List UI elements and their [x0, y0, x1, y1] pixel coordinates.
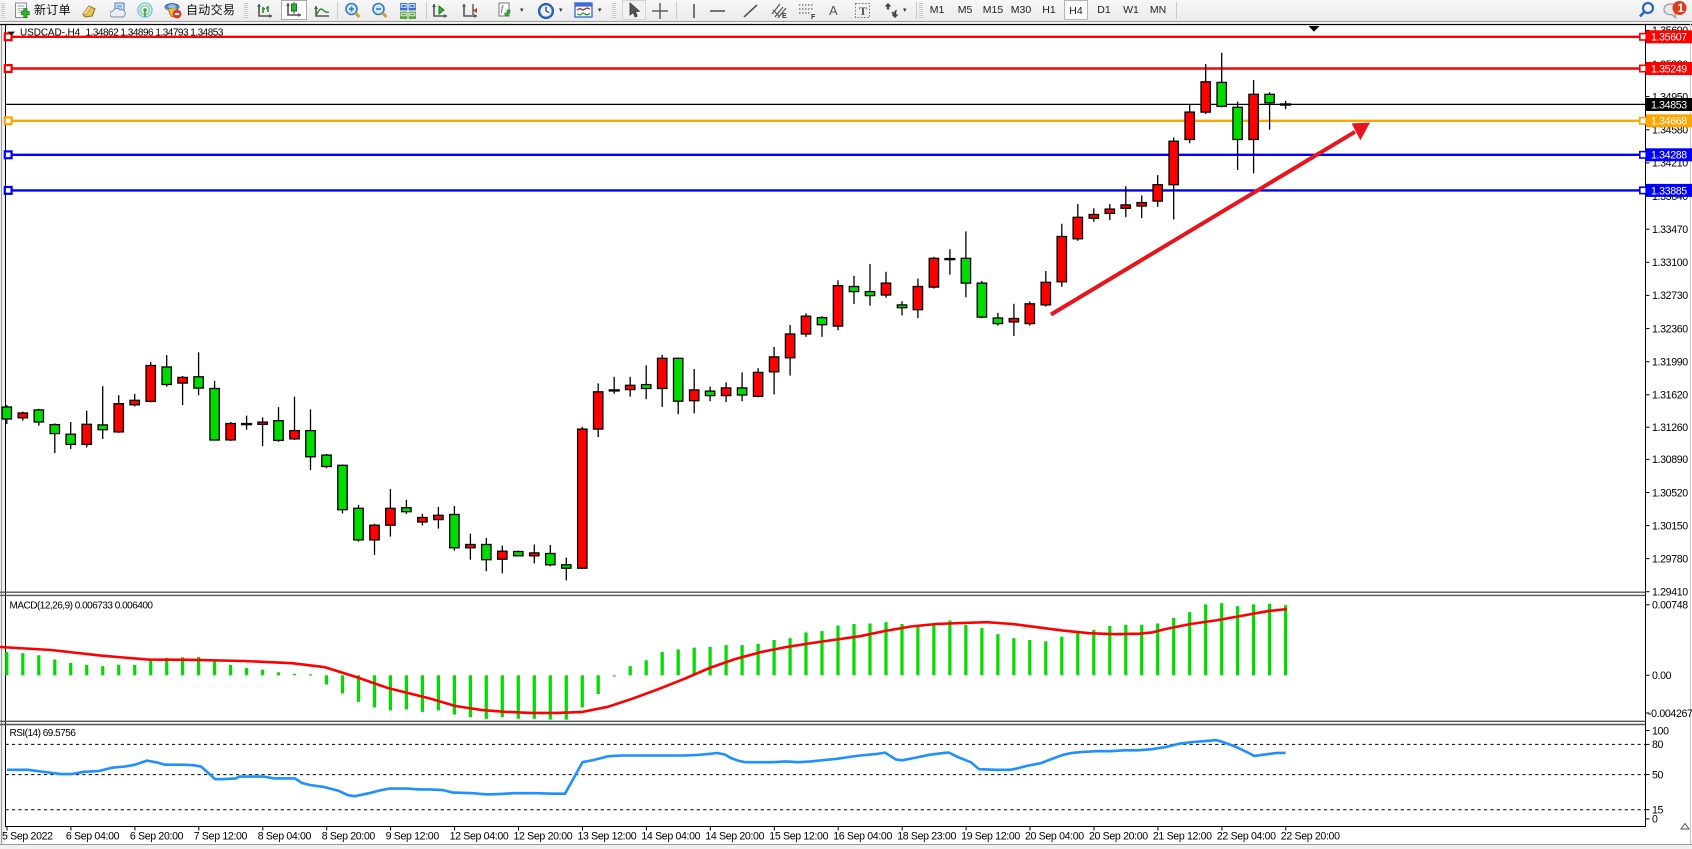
- svg-text:15 Sep 12:00: 15 Sep 12:00: [769, 831, 828, 843]
- svg-text:1: 1: [1677, 1, 1684, 15]
- svg-text:1.35607: 1.35607: [1651, 32, 1687, 44]
- svg-text:0.00: 0.00: [1652, 670, 1672, 682]
- svg-text:14 Sep 04:00: 14 Sep 04:00: [641, 831, 700, 843]
- svg-text:14 Sep 20:00: 14 Sep 20:00: [705, 831, 764, 843]
- svg-text:1.34853: 1.34853: [1651, 99, 1687, 111]
- svg-text:50: 50: [1652, 769, 1664, 781]
- svg-text:1.34580: 1.34580: [1652, 125, 1688, 137]
- svg-text:100: 100: [1652, 725, 1669, 737]
- svg-text:1.34668: 1.34668: [1651, 116, 1687, 128]
- svg-text:80: 80: [1652, 739, 1664, 751]
- svg-text:5 Sep 2022: 5 Sep 2022: [2, 831, 53, 843]
- svg-text:16 Sep 04:00: 16 Sep 04:00: [833, 831, 892, 843]
- svg-text:1.30890: 1.30890: [1652, 454, 1688, 466]
- svg-text:13 Sep 12:00: 13 Sep 12:00: [578, 831, 637, 843]
- svg-text:1.31260: 1.31260: [1652, 422, 1688, 434]
- svg-text:6 Sep 04:00: 6 Sep 04:00: [66, 831, 120, 843]
- svg-text:0.00748: 0.00748: [1652, 600, 1688, 612]
- svg-text:20 Sep 04:00: 20 Sep 04:00: [1025, 831, 1084, 843]
- svg-text:1.30520: 1.30520: [1652, 487, 1688, 499]
- svg-text:8 Sep 20:00: 8 Sep 20:00: [322, 831, 376, 843]
- svg-text:21 Sep 12:00: 21 Sep 12:00: [1153, 831, 1212, 843]
- svg-text:1.35249: 1.35249: [1651, 63, 1687, 75]
- svg-text:USDCAD-,H4: USDCAD-,H4: [20, 27, 81, 38]
- svg-text:12 Sep 04:00: 12 Sep 04:00: [450, 831, 509, 843]
- svg-text:1.32730: 1.32730: [1652, 290, 1688, 302]
- svg-text:T: T: [859, 4, 867, 18]
- svg-text:22 Sep 04:00: 22 Sep 04:00: [1217, 831, 1276, 843]
- svg-text:1.30150: 1.30150: [1652, 520, 1688, 532]
- svg-text:1.34862 1.34896 1.34793 1.3485: 1.34862 1.34896 1.34793 1.34853: [86, 27, 224, 38]
- svg-text:0: 0: [1652, 814, 1658, 826]
- svg-text:RSI(14) 69.5756: RSI(14) 69.5756: [10, 728, 77, 739]
- svg-text:f: f: [501, 4, 505, 13]
- svg-text:7 Sep 12:00: 7 Sep 12:00: [194, 831, 248, 843]
- svg-text:1.29780: 1.29780: [1652, 553, 1688, 565]
- svg-text:19 Sep 12:00: 19 Sep 12:00: [961, 831, 1020, 843]
- svg-text:F: F: [811, 14, 816, 20]
- svg-text:6 Sep 20:00: 6 Sep 20:00: [130, 831, 184, 843]
- svg-text:1.33470: 1.33470: [1652, 224, 1688, 236]
- svg-text:1.34288: 1.34288: [1651, 150, 1687, 162]
- svg-text:1.31620: 1.31620: [1652, 390, 1688, 402]
- svg-text:1.33100: 1.33100: [1652, 257, 1688, 269]
- svg-text:22 Sep 20:00: 22 Sep 20:00: [1281, 831, 1340, 843]
- svg-text:1.33885: 1.33885: [1651, 185, 1687, 197]
- svg-text:15: 15: [1652, 805, 1664, 817]
- svg-text:18 Sep 23:00: 18 Sep 23:00: [897, 831, 956, 843]
- svg-text:9 Sep 12:00: 9 Sep 12:00: [386, 831, 440, 843]
- svg-text:1.31990: 1.31990: [1652, 357, 1688, 369]
- svg-text:8 Sep 04:00: 8 Sep 04:00: [258, 831, 312, 843]
- svg-text:-0.004267: -0.004267: [1648, 708, 1692, 720]
- svg-text:E: E: [782, 13, 787, 20]
- svg-text:12 Sep 20:00: 12 Sep 20:00: [514, 831, 573, 843]
- svg-text:1.29410: 1.29410: [1652, 587, 1688, 599]
- svg-text:20 Sep 20:00: 20 Sep 20:00: [1089, 831, 1148, 843]
- svg-text:MACD(12,26,9) 0.006733 0.00640: MACD(12,26,9) 0.006733 0.006400: [10, 601, 154, 612]
- svg-text:1.32360: 1.32360: [1652, 323, 1688, 335]
